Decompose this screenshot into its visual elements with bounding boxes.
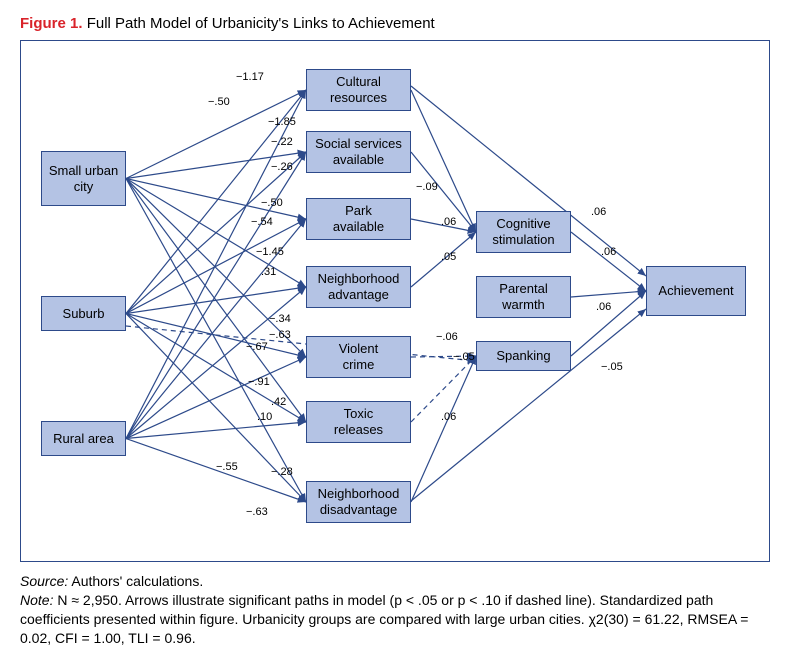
edge-label: .06 xyxy=(596,301,611,313)
node-social: Social servicesavailable xyxy=(306,131,411,173)
edge-disadvantage-spanking xyxy=(411,356,476,502)
edge-label: .05 xyxy=(441,251,456,263)
figure-label: Figure 1. xyxy=(20,15,83,32)
node-spanking: Spanking xyxy=(476,341,571,371)
node-disadvantage: Neighborhooddisadvantage xyxy=(306,481,411,523)
edge-label: −.34 xyxy=(269,313,291,325)
edge-label: −.55 xyxy=(216,461,238,473)
node-warmth: Parentalwarmth xyxy=(476,276,571,318)
node-violent: Violentcrime xyxy=(306,336,411,378)
edge-label: −.54 xyxy=(251,216,273,228)
edge-label: −.06 xyxy=(436,331,458,343)
figure-text: Full Path Model of Urbanicity's Links to… xyxy=(87,15,435,32)
node-suburb: Suburb xyxy=(41,296,126,331)
path-diagram: Small urbancity Suburb Rural area Culturalr… xyxy=(20,40,770,562)
edge-label: −.63 xyxy=(246,506,268,518)
node-small_urban: Small urbancity xyxy=(41,151,126,206)
edge-label: .06 xyxy=(601,246,616,258)
node-rural: Rural area xyxy=(41,421,126,456)
edge-cultural-cognitive xyxy=(411,90,476,232)
edge-label: −.09 xyxy=(416,181,438,193)
node-toxic: Toxicreleases xyxy=(306,401,411,443)
edge-label: −.22 xyxy=(271,136,293,148)
note-text: N ≈ 2,950. Arrows illustrate significant… xyxy=(20,592,748,646)
edge-label: −.05 xyxy=(601,361,623,373)
edge-label: −1.45 xyxy=(256,246,284,258)
node-cultural: Culturalresources xyxy=(306,69,411,111)
edge-label: −.91 xyxy=(248,376,270,388)
edge-label: −.05 xyxy=(453,351,475,363)
edge-label: −1.85 xyxy=(268,116,296,128)
source-label: Source: xyxy=(20,573,68,589)
source-text: Authors' calculations. xyxy=(71,573,203,589)
edge-label: −.67 xyxy=(246,341,268,353)
edge-label: −.50 xyxy=(208,96,230,108)
edge-label: −.26 xyxy=(271,161,293,173)
edge-label: .06 xyxy=(591,206,606,218)
edge-label: .10 xyxy=(257,411,272,423)
edge-label: −1.17 xyxy=(236,71,264,83)
edge-label: −.50 xyxy=(261,197,283,209)
edge-label: −.28 xyxy=(271,466,293,478)
edge-label: .06 xyxy=(441,216,456,228)
figure-title: Figure 1. Full Path Model of Urbanicity'… xyxy=(20,15,768,32)
edge-label: .42 xyxy=(271,396,286,408)
edge-label: .31 xyxy=(261,266,276,278)
node-achievement: Achievement xyxy=(646,266,746,316)
figure-footer: Source: Authors' calculations. Note: N ≈… xyxy=(20,572,768,648)
node-park: Parkavailable xyxy=(306,198,411,240)
edge-rural-toxic xyxy=(126,422,306,439)
edge-label: .06 xyxy=(441,411,456,423)
edge-warmth-achievement xyxy=(571,291,646,297)
node-cognitive: Cognitivestimulation xyxy=(476,211,571,253)
node-advantage: Neighborhoodadvantage xyxy=(306,266,411,308)
edge-label: −.63 xyxy=(269,329,291,341)
edge-cognitive-achievement xyxy=(571,232,646,291)
note-label: Note: xyxy=(20,592,53,608)
